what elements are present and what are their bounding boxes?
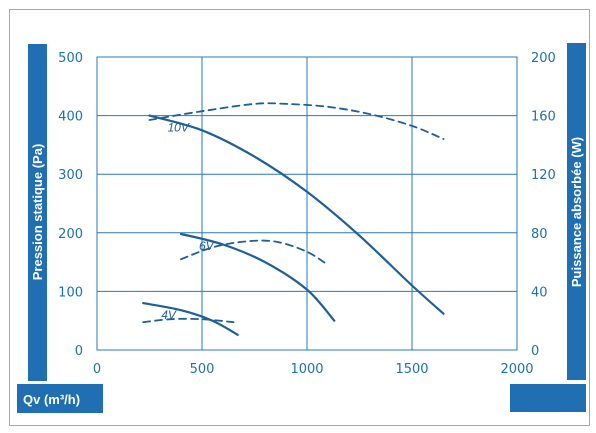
y-left-title-bar <box>28 44 47 381</box>
x-tick-label: 1000 <box>290 362 323 377</box>
series-label-6V: 6V <box>199 239 215 253</box>
y-right-tick-label: 80 <box>531 227 548 242</box>
x-axis-title: Qv (m³/h) <box>23 392 80 407</box>
x-tick-label: 0 <box>93 362 101 377</box>
y-left-tick-label: 100 <box>58 285 83 300</box>
y-right-title-bar <box>567 43 586 380</box>
x-right-bar <box>510 384 586 412</box>
x-tick-label: 2000 <box>500 362 533 377</box>
series-4V-pressure-line <box>142 302 239 336</box>
x-tick-label: 500 <box>190 362 215 377</box>
y-left-tick-label: 400 <box>58 110 83 125</box>
y-right-tick-label: 120 <box>531 168 556 183</box>
y-right-tick-label: 0 <box>531 344 539 359</box>
series-10V-power-line <box>148 102 445 140</box>
y-left-tick-label: 300 <box>58 168 83 183</box>
x-tick-label: 1500 <box>395 362 428 377</box>
y-left-tick-label: 0 <box>75 344 83 359</box>
series-label-10V: 10V <box>168 121 190 135</box>
x-title-bar <box>17 384 103 413</box>
chart-frame <box>9 9 590 426</box>
series-4V-power-line <box>142 317 235 324</box>
series-6V-pressure-line <box>179 232 336 322</box>
y-left-tick-label: 200 <box>58 227 83 242</box>
y-right-axis-title: Puissance absorbée (W) <box>569 137 584 287</box>
y-left-axis-title: Pression statique (Pa) <box>30 144 45 281</box>
y-left-tick-label: 500 <box>58 51 83 66</box>
y-right-tick-label: 160 <box>531 110 556 125</box>
series-10V-pressure-line <box>148 114 445 315</box>
y-right-tick-label: 40 <box>531 285 548 300</box>
y-right-tick-label: 200 <box>531 51 556 66</box>
series-6V-power-line <box>180 239 329 266</box>
tick-labels: 0 500 1000 1500 2000 0 100 200 300 400 500 0 40 80 120… <box>58 51 556 377</box>
